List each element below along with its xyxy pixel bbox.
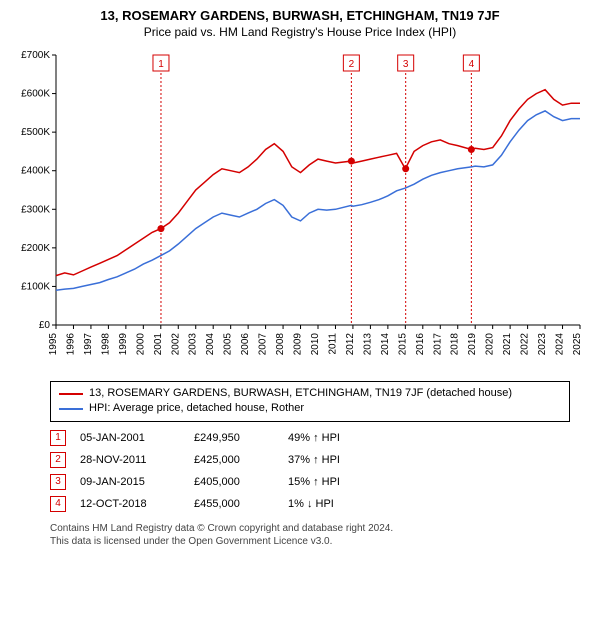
svg-text:2015: 2015: [397, 333, 408, 356]
svg-text:1999: 1999: [118, 333, 129, 356]
price-chart: £0 £100K £200K £300K £400K £500K £600K £700K 199…: [10, 45, 590, 375]
svg-text:3: 3: [403, 59, 409, 70]
svg-text:2009: 2009: [293, 333, 304, 356]
svg-text:2007: 2007: [258, 333, 269, 356]
svg-text:2001: 2001: [153, 333, 164, 356]
svg-text:2002: 2002: [170, 333, 181, 356]
svg-text:1995: 1995: [48, 333, 59, 356]
event-delta-4: 1% ↓ HPI: [288, 498, 378, 510]
svg-text:2010: 2010: [310, 333, 321, 356]
page-subtitle: Price paid vs. HM Land Registry's House …: [10, 25, 590, 39]
svg-text:2013: 2013: [362, 333, 373, 356]
svg-text:2018: 2018: [450, 333, 461, 356]
svg-text:2024: 2024: [555, 333, 566, 356]
svg-text:1997: 1997: [83, 333, 94, 356]
event-marker-4: 4: [50, 496, 66, 512]
event-marker-2: 2: [50, 452, 66, 468]
event-price-3: £405,000: [194, 476, 274, 488]
footnote-line-1: Contains HM Land Registry data © Crown c…: [50, 522, 570, 535]
svg-text:£200K: £200K: [21, 243, 50, 254]
event-date-4: 12-OCT-2018: [80, 498, 180, 510]
legend-swatch-hpi: [59, 408, 83, 410]
svg-text:1996: 1996: [65, 333, 76, 356]
svg-text:£400K: £400K: [21, 166, 50, 177]
svg-text:£600K: £600K: [21, 89, 50, 100]
legend-swatch-property: [59, 393, 83, 395]
svg-text:2012: 2012: [345, 333, 356, 356]
event-date-1: 05-JAN-2001: [80, 432, 180, 444]
svg-text:2008: 2008: [275, 333, 286, 356]
svg-text:2023: 2023: [537, 333, 548, 356]
svg-text:1: 1: [158, 59, 164, 70]
event-delta-2: 37% ↑ HPI: [288, 454, 378, 466]
svg-text:2020: 2020: [485, 333, 496, 356]
svg-text:£500K: £500K: [21, 127, 50, 138]
event-row-1: 1 05-JAN-2001 £249,950 49% ↑ HPI: [50, 430, 570, 446]
svg-text:2000: 2000: [135, 333, 146, 356]
event-date-2: 28-NOV-2011: [80, 454, 180, 466]
event-delta-1: 49% ↑ HPI: [288, 432, 378, 444]
legend: 13, ROSEMARY GARDENS, BURWASH, ETCHINGHA…: [50, 381, 570, 422]
event-row-2: 2 28-NOV-2011 £425,000 37% ↑ HPI: [50, 452, 570, 468]
svg-text:£300K: £300K: [21, 204, 50, 215]
svg-text:2006: 2006: [240, 333, 251, 356]
event-marker-1: 1: [50, 430, 66, 446]
event-marker-3: 3: [50, 474, 66, 490]
legend-label-hpi: HPI: Average price, detached house, Roth…: [89, 401, 304, 416]
footnote-line-2: This data is licensed under the Open Gov…: [50, 535, 570, 548]
events-table: 1 05-JAN-2001 £249,950 49% ↑ HPI 2 28-NO…: [50, 430, 570, 512]
svg-text:2022: 2022: [520, 333, 531, 356]
svg-text:1998: 1998: [100, 333, 111, 356]
svg-text:2019: 2019: [467, 333, 478, 356]
legend-item-hpi: HPI: Average price, detached house, Roth…: [59, 401, 561, 416]
svg-text:2021: 2021: [502, 333, 513, 356]
svg-text:2016: 2016: [415, 333, 426, 356]
svg-text:4: 4: [469, 59, 475, 70]
event-row-4: 4 12-OCT-2018 £455,000 1% ↓ HPI: [50, 496, 570, 512]
event-delta-3: 15% ↑ HPI: [288, 476, 378, 488]
svg-text:2011: 2011: [327, 333, 338, 355]
chart-svg: £0 £100K £200K £300K £400K £500K £600K £700K 199…: [10, 45, 590, 375]
event-price-1: £249,950: [194, 432, 274, 444]
legend-label-property: 13, ROSEMARY GARDENS, BURWASH, ETCHINGHA…: [89, 386, 512, 401]
svg-text:£700K: £700K: [21, 50, 50, 61]
svg-text:2017: 2017: [432, 333, 443, 356]
event-price-2: £425,000: [194, 454, 274, 466]
footnote: Contains HM Land Registry data © Crown c…: [50, 522, 570, 548]
event-date-3: 09-JAN-2015: [80, 476, 180, 488]
svg-text:2: 2: [349, 59, 355, 70]
legend-item-property: 13, ROSEMARY GARDENS, BURWASH, ETCHINGHA…: [59, 386, 561, 401]
svg-text:2003: 2003: [188, 333, 199, 356]
svg-text:2004: 2004: [205, 333, 216, 356]
svg-text:2014: 2014: [380, 333, 391, 356]
page-title: 13, ROSEMARY GARDENS, BURWASH, ETCHINGHA…: [10, 8, 590, 23]
svg-text:£0: £0: [39, 320, 51, 331]
event-row-3: 3 09-JAN-2015 £405,000 15% ↑ HPI: [50, 474, 570, 490]
svg-text:2025: 2025: [572, 333, 583, 356]
event-price-4: £455,000: [194, 498, 274, 510]
svg-text:£100K: £100K: [21, 281, 50, 292]
svg-text:2005: 2005: [223, 333, 234, 356]
